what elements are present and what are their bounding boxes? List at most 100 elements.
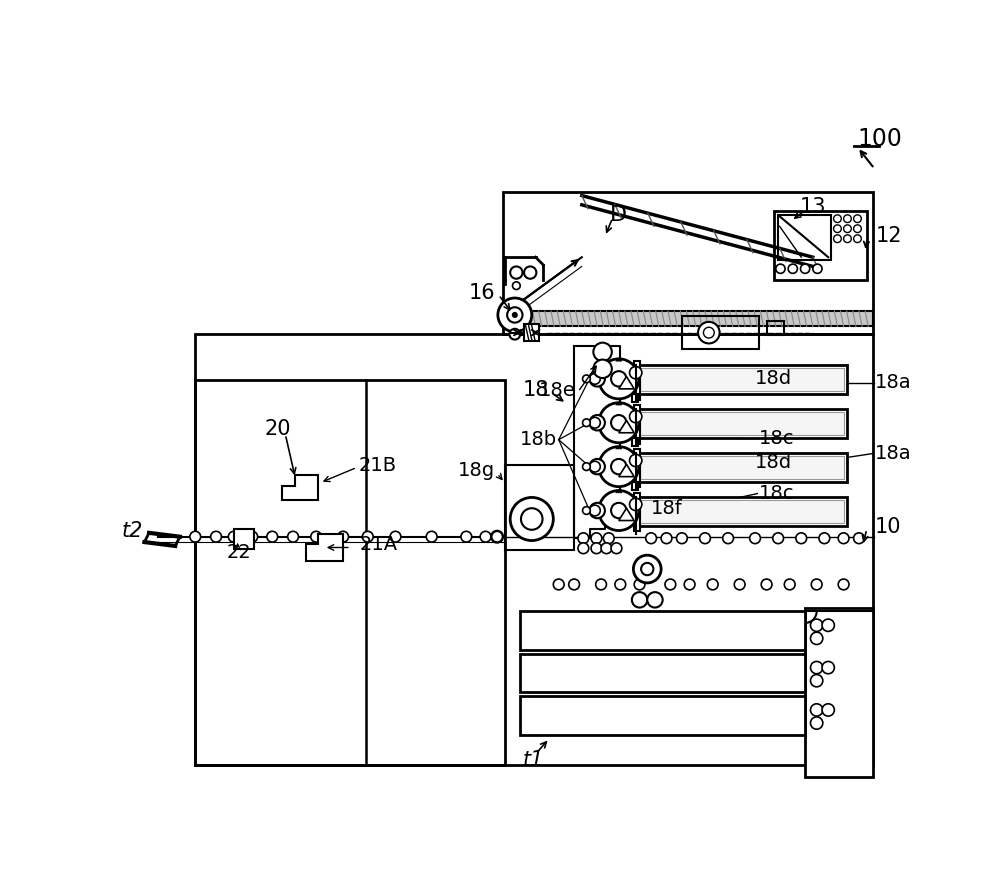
Circle shape xyxy=(578,533,589,543)
Circle shape xyxy=(734,579,745,590)
Circle shape xyxy=(822,662,834,673)
Bar xyxy=(805,607,873,777)
Circle shape xyxy=(810,704,823,716)
Bar xyxy=(636,365,847,394)
Circle shape xyxy=(492,532,502,542)
Circle shape xyxy=(811,579,822,590)
Circle shape xyxy=(510,498,553,541)
Circle shape xyxy=(591,533,602,543)
Text: 21A: 21A xyxy=(360,535,398,554)
Circle shape xyxy=(810,674,823,687)
Circle shape xyxy=(796,533,807,543)
Bar xyxy=(520,696,805,735)
Circle shape xyxy=(615,579,626,590)
Polygon shape xyxy=(619,420,634,433)
Bar xyxy=(634,361,640,400)
Circle shape xyxy=(583,419,590,426)
Circle shape xyxy=(510,267,523,278)
Circle shape xyxy=(700,533,710,543)
Circle shape xyxy=(524,267,536,278)
Circle shape xyxy=(634,579,645,590)
Circle shape xyxy=(590,503,605,518)
Circle shape xyxy=(844,215,851,222)
Circle shape xyxy=(611,458,626,475)
Bar xyxy=(195,334,873,765)
Polygon shape xyxy=(616,358,622,361)
Polygon shape xyxy=(306,534,343,561)
Polygon shape xyxy=(616,490,622,492)
Circle shape xyxy=(810,619,823,632)
Circle shape xyxy=(647,592,663,607)
Text: 18: 18 xyxy=(523,380,549,401)
Circle shape xyxy=(590,417,600,428)
Circle shape xyxy=(509,329,520,340)
Text: 20: 20 xyxy=(264,419,291,439)
Circle shape xyxy=(822,704,834,716)
Bar xyxy=(632,438,638,446)
Circle shape xyxy=(498,298,532,332)
Polygon shape xyxy=(619,508,634,521)
Circle shape xyxy=(611,371,626,386)
Polygon shape xyxy=(282,475,318,500)
Bar xyxy=(520,611,805,650)
Circle shape xyxy=(603,533,614,543)
Text: 22: 22 xyxy=(227,542,252,562)
Circle shape xyxy=(854,533,864,543)
Circle shape xyxy=(247,532,258,542)
Circle shape xyxy=(684,579,695,590)
Circle shape xyxy=(507,307,523,323)
Circle shape xyxy=(761,579,772,590)
Circle shape xyxy=(512,312,517,318)
Circle shape xyxy=(590,505,600,516)
Circle shape xyxy=(590,458,605,475)
Circle shape xyxy=(773,533,784,543)
Circle shape xyxy=(599,491,639,531)
Text: 18f: 18f xyxy=(651,500,683,518)
Circle shape xyxy=(569,579,579,590)
Circle shape xyxy=(601,543,612,554)
Text: 18a: 18a xyxy=(874,373,911,392)
Circle shape xyxy=(838,579,849,590)
Text: 18e: 18e xyxy=(539,381,576,400)
Circle shape xyxy=(599,447,639,487)
Text: D: D xyxy=(610,205,627,225)
Bar xyxy=(503,311,873,326)
Circle shape xyxy=(633,555,661,582)
Circle shape xyxy=(611,503,626,518)
Circle shape xyxy=(461,532,472,542)
Text: t2: t2 xyxy=(122,521,143,541)
Bar xyxy=(636,497,847,526)
Bar xyxy=(636,453,847,482)
Circle shape xyxy=(267,532,278,542)
Circle shape xyxy=(596,579,606,590)
Circle shape xyxy=(590,461,600,472)
Circle shape xyxy=(390,532,401,542)
Circle shape xyxy=(228,532,239,542)
Bar xyxy=(234,529,254,549)
Polygon shape xyxy=(619,465,634,476)
Circle shape xyxy=(593,359,612,378)
Circle shape xyxy=(776,264,785,273)
Circle shape xyxy=(599,359,639,399)
Circle shape xyxy=(703,327,714,338)
Text: 21B: 21B xyxy=(358,456,397,475)
Circle shape xyxy=(630,367,642,379)
Circle shape xyxy=(611,543,622,554)
Text: 18b: 18b xyxy=(520,430,557,450)
Text: 18g: 18g xyxy=(458,461,495,480)
Bar xyxy=(640,368,844,392)
Circle shape xyxy=(311,532,322,542)
Text: 12: 12 xyxy=(876,227,902,246)
Circle shape xyxy=(591,543,602,554)
Circle shape xyxy=(593,343,612,361)
Circle shape xyxy=(512,282,520,290)
Circle shape xyxy=(834,215,841,222)
Bar xyxy=(636,409,847,438)
Circle shape xyxy=(800,264,810,273)
Polygon shape xyxy=(619,376,634,389)
Text: 18d: 18d xyxy=(755,453,792,472)
Bar xyxy=(767,321,784,335)
Circle shape xyxy=(646,533,656,543)
Circle shape xyxy=(611,415,626,431)
Bar xyxy=(634,405,640,443)
